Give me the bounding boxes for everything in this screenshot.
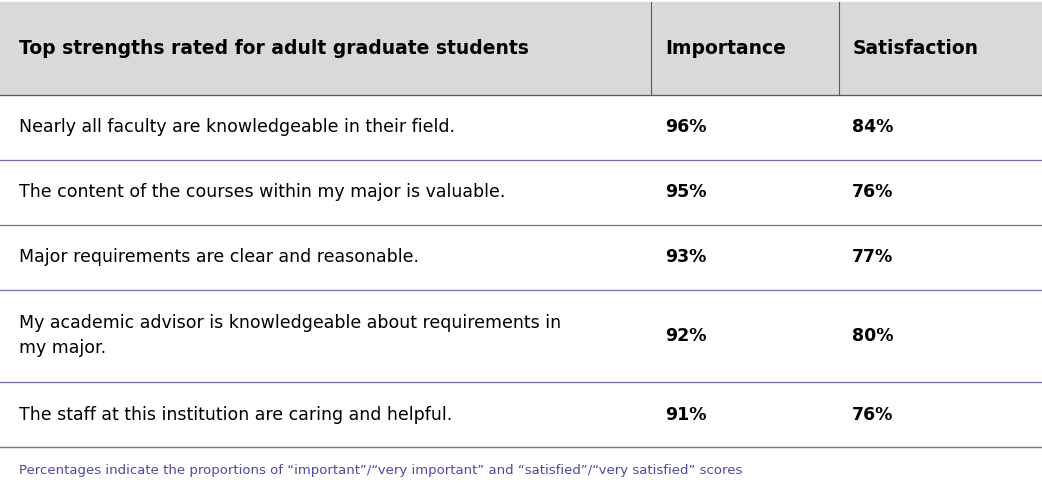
Bar (0, 225, 1042, 290)
Text: 96%: 96% (665, 119, 706, 136)
Text: 92%: 92% (665, 327, 706, 345)
Text: My academic advisor is knowledgeable about requirements in
my major.: My academic advisor is knowledgeable abo… (19, 315, 561, 358)
Text: Percentages indicate the proportions of “important”/“very important” and “satisf: Percentages indicate the proportions of … (19, 464, 742, 477)
Text: Major requirements are clear and reasonable.: Major requirements are clear and reasona… (19, 248, 419, 266)
Text: The staff at this institution are caring and helpful.: The staff at this institution are caring… (19, 406, 452, 423)
Text: 84%: 84% (852, 119, 894, 136)
Text: 80%: 80% (852, 327, 894, 345)
Text: 77%: 77% (852, 248, 894, 266)
Bar (0, 95, 1042, 160)
Text: The content of the courses within my major is valuable.: The content of the courses within my maj… (19, 183, 505, 202)
Text: 76%: 76% (852, 406, 894, 423)
Bar (0, 160, 1042, 225)
Text: 95%: 95% (665, 183, 706, 202)
Text: Top strengths rated for adult graduate students: Top strengths rated for adult graduate s… (19, 39, 528, 58)
Text: Satisfaction: Satisfaction (852, 39, 978, 58)
Bar (0, 382, 1042, 447)
Text: Nearly all faculty are knowledgeable in their field.: Nearly all faculty are knowledgeable in … (19, 119, 454, 136)
Text: 93%: 93% (665, 248, 706, 266)
Text: 91%: 91% (665, 406, 706, 423)
Text: 76%: 76% (852, 183, 894, 202)
Bar (0, 2, 1042, 95)
Bar (0, 290, 1042, 382)
Text: Importance: Importance (665, 39, 786, 58)
